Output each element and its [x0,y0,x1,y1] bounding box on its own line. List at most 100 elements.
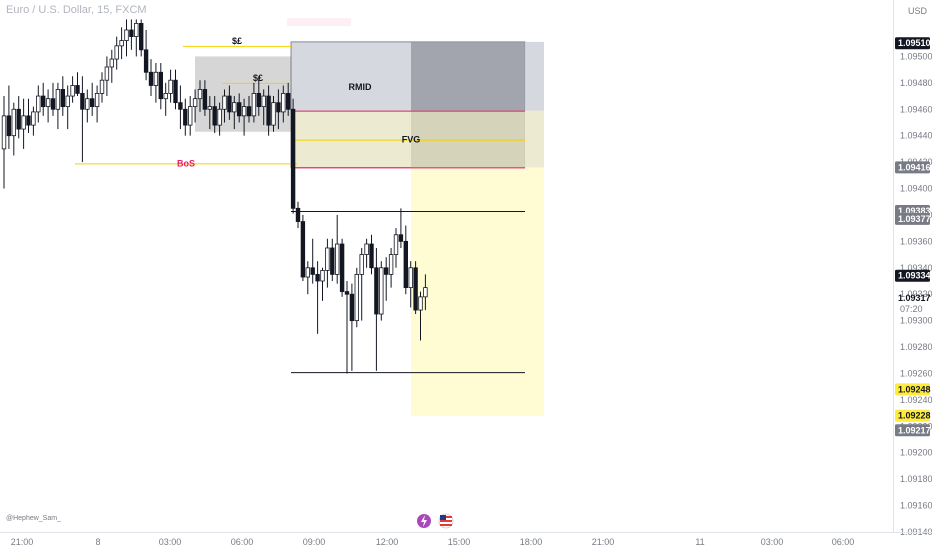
candle[interactable] [36,85,41,123]
candle[interactable] [217,102,222,136]
candle[interactable] [26,98,31,134]
candle[interactable] [246,96,252,123]
candle[interactable] [212,96,217,134]
candle[interactable] [310,238,315,284]
candle[interactable] [148,59,154,97]
candle[interactable] [261,89,266,126]
candle[interactable] [241,98,247,136]
candle[interactable] [236,93,242,123]
candle[interactable] [168,69,173,103]
candle[interactable] [315,261,320,334]
candle[interactable] [369,234,374,275]
candle-body [256,93,261,108]
candle[interactable] [349,283,355,371]
candle[interactable] [423,274,428,311]
candle[interactable] [31,106,36,136]
candles[interactable] [1,19,428,374]
candle[interactable] [21,98,26,149]
time-tick-label: 06:00 [231,537,254,547]
candle[interactable] [114,36,119,70]
candle[interactable] [129,19,134,50]
candle[interactable] [104,56,110,97]
candle[interactable] [285,82,291,116]
candle[interactable] [383,257,389,301]
candle[interactable] [124,19,129,57]
candle[interactable] [134,19,139,57]
candle-body [138,22,144,51]
candle[interactable] [388,247,394,288]
candle[interactable] [393,228,399,268]
candle[interactable] [85,89,90,123]
candle[interactable] [354,267,359,328]
candle[interactable] [300,214,306,281]
candle[interactable] [55,82,61,130]
candle[interactable] [11,102,16,156]
candle[interactable] [276,89,281,130]
candle[interactable] [70,76,75,103]
price-tick-label: 1.09240 [900,395,932,405]
candle[interactable] [408,261,413,308]
candle[interactable] [374,247,379,371]
candle[interactable] [80,76,85,163]
candle[interactable] [197,80,203,112]
candle[interactable] [183,98,188,136]
candle[interactable] [202,80,208,116]
candle[interactable] [379,261,384,321]
candle-body [310,267,315,275]
candle[interactable] [295,201,301,229]
candle[interactable] [232,96,237,130]
candle[interactable] [364,238,369,268]
candle[interactable] [413,261,418,315]
candle[interactable] [158,63,163,110]
candle[interactable] [16,96,21,139]
candle[interactable] [418,291,423,341]
candle[interactable] [222,89,227,123]
candle[interactable] [256,76,261,116]
candle[interactable] [163,82,168,116]
candle[interactable] [153,63,159,103]
candle[interactable] [330,238,335,281]
candle[interactable] [320,267,325,301]
candle[interactable] [6,85,12,149]
candle[interactable] [178,85,183,130]
candle[interactable] [207,96,212,130]
candle[interactable] [99,72,105,103]
candle[interactable] [94,85,100,123]
time-axis[interactable]: 21:00 8 03:00 06:00 09:00 12:00 15:00 18:00 21:0… [11,537,855,547]
lightning-icon[interactable] [417,514,431,528]
candle[interactable] [41,82,46,116]
candle[interactable] [281,85,286,123]
candle[interactable] [138,19,144,57]
candle[interactable] [403,225,408,295]
us-flag-icon[interactable] [438,513,454,529]
candle[interactable] [325,238,330,288]
candle[interactable] [75,72,80,97]
candle[interactable] [290,98,296,214]
candle[interactable] [305,261,310,295]
candle[interactable] [50,82,56,116]
candle[interactable] [266,85,271,136]
candle[interactable] [344,281,350,374]
candle[interactable] [65,85,70,130]
candle-body [173,79,178,104]
candle[interactable] [60,76,65,116]
candle[interactable] [251,82,257,123]
candle[interactable] [90,82,95,116]
candle[interactable] [334,214,340,284]
candle[interactable] [398,208,404,248]
currency-label[interactable]: USD [908,6,928,16]
candle[interactable] [1,96,7,189]
candle[interactable] [187,96,193,136]
candle[interactable] [109,49,114,83]
candle[interactable] [173,69,178,110]
candle[interactable] [271,96,276,132]
candle[interactable] [45,89,51,123]
candle[interactable] [143,30,149,81]
candle[interactable] [119,27,124,60]
candle[interactable] [359,247,364,321]
candle[interactable] [339,238,345,297]
price-tag: 1.09334 [895,269,931,282]
candle[interactable] [192,89,198,123]
candle[interactable] [227,85,232,120]
